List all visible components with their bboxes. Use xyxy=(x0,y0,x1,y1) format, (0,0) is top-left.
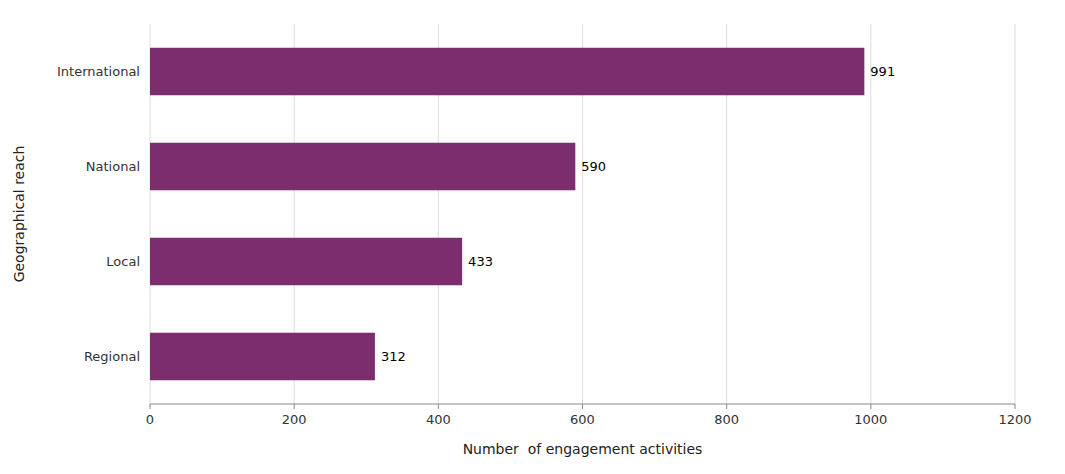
value-label: 590 xyxy=(581,159,606,174)
tick-mark xyxy=(870,404,871,409)
y-axis-title: Geographical reach xyxy=(11,146,27,283)
x-axis-title: Number of engagement activities xyxy=(463,441,703,457)
bar xyxy=(150,333,375,381)
y-tick-label: National xyxy=(86,159,140,174)
tick-mark xyxy=(582,404,583,409)
y-tick-label: Local xyxy=(106,254,140,269)
y-tick-label: International xyxy=(57,64,140,79)
x-tick-label: 400 xyxy=(426,412,451,427)
bar xyxy=(150,143,575,191)
value-label: 312 xyxy=(381,349,406,364)
value-label: 433 xyxy=(468,254,493,269)
x-tick-label: 200 xyxy=(282,412,307,427)
tick-mark xyxy=(726,404,727,409)
bars xyxy=(150,48,864,381)
chart: 0 200 400 600 800 1000 1200 991 590 433 312 Interna… xyxy=(0,0,1065,474)
tick-mark xyxy=(150,404,151,409)
value-label: 991 xyxy=(870,64,895,79)
value-labels: 991 590 433 312 xyxy=(381,64,895,364)
bar xyxy=(150,48,864,96)
x-tick-label: 1000 xyxy=(854,412,887,427)
tick-mark xyxy=(294,404,295,409)
y-tick-label: Regional xyxy=(84,349,140,364)
x-tick-label: 800 xyxy=(714,412,739,427)
tick-mark xyxy=(1015,404,1016,409)
grid-line xyxy=(870,24,871,404)
x-axis-line xyxy=(150,404,1015,405)
x-tick-label: 1200 xyxy=(998,412,1031,427)
bar xyxy=(150,238,462,286)
grid-line xyxy=(1015,24,1016,404)
x-tick-label: 0 xyxy=(146,412,154,427)
x-tick-label: 600 xyxy=(570,412,595,427)
grid xyxy=(150,24,1015,404)
tick-mark xyxy=(438,404,439,409)
